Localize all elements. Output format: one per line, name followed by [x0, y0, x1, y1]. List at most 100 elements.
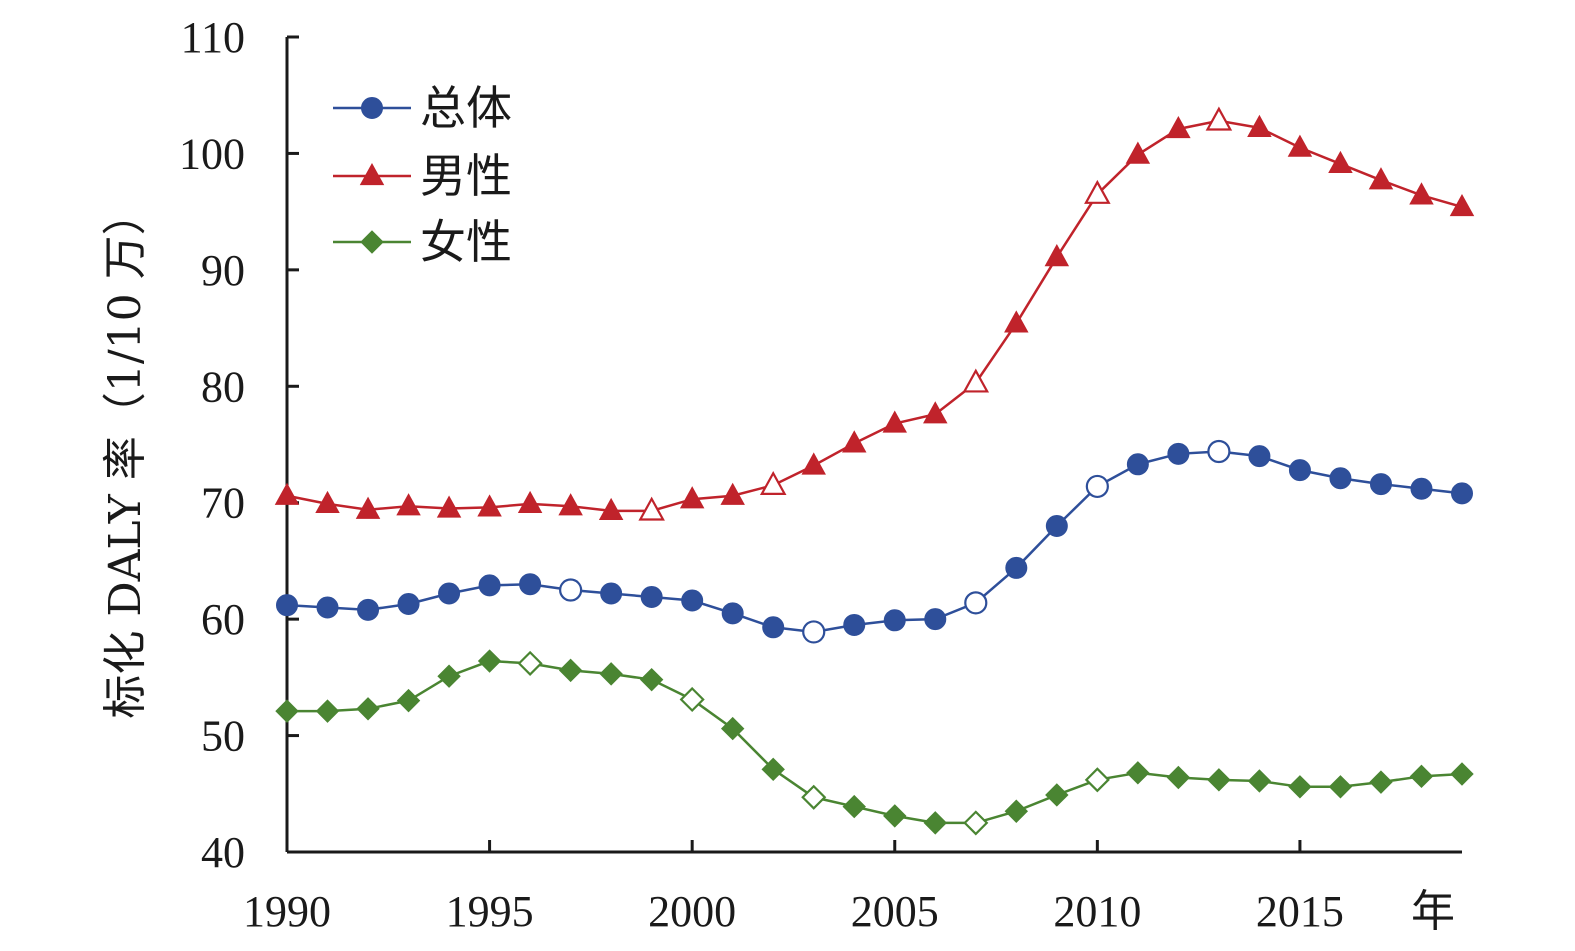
data-point-triangle [923, 401, 948, 424]
data-point-circle [1045, 515, 1068, 537]
data-point-diamond [923, 811, 947, 835]
data-point-circle [964, 591, 988, 615]
data-point-circle [802, 620, 826, 644]
data-point-diamond [720, 716, 745, 741]
data-point-diamond [1166, 765, 1191, 790]
legend-marker-circle [361, 97, 383, 119]
data-point-circle [1329, 467, 1352, 490]
data-point-diamond [1045, 783, 1069, 807]
data-point-triangle [396, 493, 421, 516]
y-tick-label: 60 [201, 595, 245, 644]
data-point-diamond [1004, 799, 1029, 823]
data-point-circle [843, 613, 866, 636]
data-point-circle [397, 593, 420, 616]
data-point-circle [762, 616, 785, 639]
x-tick-label: 2005 [851, 887, 939, 936]
data-point-circle [1167, 442, 1190, 465]
data-point-diamond [437, 664, 461, 688]
data-point-triangle [274, 482, 300, 505]
data-point-diamond [1450, 762, 1474, 786]
data-point-circle [438, 582, 461, 605]
data-point-circle [640, 586, 663, 609]
data-point-triangle [1328, 150, 1353, 174]
y-axis-title: 标化 DALY 率（1/10 万） [100, 191, 151, 718]
data-point-diamond [517, 650, 543, 676]
data-point-triangle [477, 494, 502, 517]
data-point-circle [1126, 453, 1149, 476]
data-point-diamond [1126, 761, 1150, 785]
data-point-triangle [801, 452, 826, 475]
data-point-diamond [275, 699, 299, 723]
y-tick-label: 40 [201, 828, 245, 877]
data-point-diamond [1207, 768, 1231, 792]
data-point-triangle [1368, 167, 1394, 190]
data-point-diamond [761, 757, 785, 782]
x-tick-label: 2010 [1053, 887, 1141, 936]
data-point-diamond [801, 784, 827, 810]
data-point-diamond [558, 658, 583, 683]
data-point-triangle [1125, 141, 1151, 164]
data-point-triangle [517, 490, 543, 514]
data-point-diamond [883, 804, 907, 828]
y-tick-label: 90 [201, 246, 245, 295]
y-tick-label: 110 [181, 13, 245, 62]
data-point-circle [1410, 477, 1433, 500]
x-tick-label: 2000 [648, 887, 736, 936]
data-point-triangle [1449, 193, 1475, 217]
legend-marker-triangle [359, 162, 385, 186]
x-tick-label: 1990 [243, 887, 331, 936]
data-point-circle [1288, 459, 1311, 482]
data-point-triangle [882, 410, 908, 433]
data-point-circle [600, 582, 623, 605]
data-point-triangle [355, 496, 381, 519]
data-point-triangle [759, 470, 787, 495]
legend-label: 男性 [420, 149, 512, 203]
series-line-diamond [287, 659, 1463, 825]
data-point-diamond [963, 810, 989, 836]
data-point-triangle [315, 490, 340, 514]
data-point-circle [883, 609, 906, 632]
y-tick-label: 70 [201, 479, 245, 528]
data-point-circle [1248, 445, 1271, 468]
data-point-triangle [679, 486, 705, 509]
data-point-triangle [436, 495, 462, 518]
data-point-circle [276, 594, 298, 617]
data-point-circle [1207, 439, 1231, 464]
data-point-diamond [477, 649, 502, 673]
data-point-triangle [1004, 310, 1029, 333]
legend-label: 总体 [420, 81, 512, 135]
data-point-triangle [720, 482, 745, 505]
data-point-circle [519, 573, 542, 596]
data-point-diamond [396, 688, 421, 713]
data-point-triangle [1205, 106, 1233, 131]
data-point-triangle [598, 497, 624, 521]
data-point-diamond [356, 697, 380, 721]
data-point-diamond [639, 667, 664, 692]
y-tick-label: 100 [179, 129, 245, 178]
x-tick-label: 1995 [446, 887, 534, 936]
data-point-triangle [638, 496, 665, 521]
data-point-circle [1369, 473, 1392, 496]
data-point-diamond [1409, 764, 1434, 789]
data-point-triangle [1044, 244, 1070, 267]
data-point-triangle [1409, 182, 1434, 205]
data-point-triangle [1166, 115, 1191, 139]
x-tick-label: 2015 [1256, 887, 1344, 936]
data-point-diamond [315, 699, 340, 723]
data-point-diamond [1247, 769, 1272, 793]
data-point-circle [316, 596, 339, 619]
data-point-circle [357, 598, 380, 621]
data-point-triangle [1084, 179, 1111, 204]
data-point-diamond [1328, 775, 1353, 799]
data-point-triangle [841, 430, 867, 453]
data-point-triangle [558, 493, 583, 516]
axes: 40 50 60 70 80 90 100 110 1990 1995 2000 2005 2010 20… [179, 13, 1462, 936]
data-point-diamond [1084, 767, 1110, 793]
data-point-circle [1085, 474, 1109, 499]
legend-label: 女性 [420, 215, 512, 269]
y-tick-label: 50 [201, 712, 245, 761]
data-point-triangle [962, 368, 990, 393]
data-point-diamond [1288, 775, 1312, 799]
